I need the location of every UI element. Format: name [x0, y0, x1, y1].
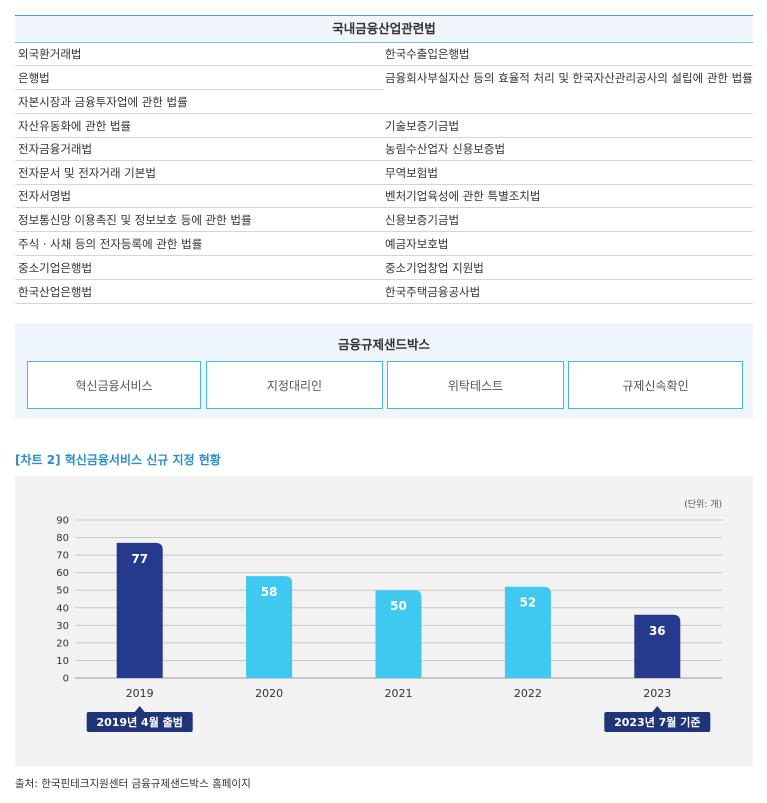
law-item-left: 전자서명법 — [15, 185, 384, 208]
data-label-2019: 77 — [131, 552, 148, 566]
sandbox-item-quick-confirmation: 규제신속확인 — [568, 361, 743, 409]
law-table: 국내금융산업관련법 외국환거래법 은행법 자본시장과 금융투자업에 관한 법률 자산유… — [15, 15, 753, 304]
y-tick-label: 30 — [56, 621, 69, 632]
law-table-body: 외국환거래법 은행법 자본시장과 금융투자업에 관한 법률 자산유동화에 관한 법률 전… — [15, 43, 753, 304]
y-tick-label: 10 — [56, 656, 69, 667]
x-tick-label: 2021 — [385, 687, 413, 700]
bar-2019 — [116, 542, 163, 678]
law-item-right: 기술보증기금법 — [384, 114, 753, 138]
law-item-right: 중소기업창업 지원법 — [384, 256, 753, 280]
sandbox-item-consignment-test: 위탁테스트 — [387, 361, 564, 409]
y-tick-label: 50 — [56, 586, 69, 597]
law-item-left: 한국산업은행법 — [15, 280, 384, 304]
y-tick-label: 90 — [56, 516, 69, 527]
bar-chart: (단위: 개) 0 10 20 30 40 50 60 70 80 90 77 2019 58 2020 50… — [56, 499, 722, 732]
law-item-left: 중소기업은행법 — [15, 256, 384, 280]
law-item-right: 농림수산업자 신용보증법 — [384, 138, 753, 161]
law-item-left: 자본시장과 금융투자업에 관한 법률 — [15, 90, 384, 114]
law-item-left: 외국환거래법 — [15, 43, 384, 66]
source-note: 출처: 한국핀테크지원센터 금융규제샌드박스 홈페이지 — [15, 778, 251, 790]
sandbox-item-designated-agent: 지정대리인 — [206, 361, 383, 409]
annotation-text-2019: 2019년 4월 출범 — [96, 715, 182, 729]
law-item-right: 한국주택금융공사법 — [384, 280, 753, 304]
law-item-right: 무역보험법 — [384, 161, 753, 185]
chart-panel: (단위: 개) 0 10 20 30 40 50 60 70 80 90 77 2019 58 2020 50… — [15, 476, 753, 766]
unit-label: (단위: 개) — [684, 499, 722, 510]
x-tick-label: 2019 — [126, 687, 154, 700]
law-column-left: 외국환거래법 은행법 자본시장과 금융투자업에 관한 법률 자산유동화에 관한 법률 전… — [15, 43, 384, 304]
law-item-left: 전자문서 및 전자거래 기본법 — [15, 161, 384, 185]
y-tick-label: 20 — [56, 638, 69, 649]
sandbox-title: 금융규제샌드박스 — [337, 337, 430, 352]
law-item-left: 전자금융거래법 — [15, 138, 384, 161]
bar-2023 — [634, 614, 681, 678]
annotation-badge-2019 — [86, 712, 193, 732]
annotation-pointer-2023 — [652, 706, 663, 712]
law-table-title: 국내금융산업관련법 — [15, 16, 753, 43]
annotation-pointer-2019 — [134, 706, 145, 712]
bar-2022 — [504, 586, 551, 678]
data-label-2022: 52 — [520, 596, 537, 610]
bar-2021 — [375, 590, 422, 678]
law-item-right: 한국수출입은행법 — [384, 43, 753, 66]
y-tick-label: 60 — [56, 568, 69, 579]
sandbox-item-innovative-service: 혁신금융서비스 — [27, 361, 201, 409]
law-item-right: 신용보증기금법 — [384, 208, 753, 232]
sandbox-panel: 금융규제샌드박스 혁신금융서비스 지정대리인 위탁테스트 규제신속확인 — [15, 323, 753, 419]
chart-caption: [차트 2] 혁신금융서비스 신규 지정 현황 — [15, 453, 221, 467]
law-item-left: 자산유동화에 관한 법률 — [15, 114, 384, 138]
y-tick-label: 40 — [56, 603, 69, 614]
annotation-badge-2023 — [604, 712, 711, 732]
x-tick-label: 2022 — [514, 687, 542, 700]
law-item-left: 정보통신망 이용촉진 및 정보보호 등에 관한 법률 — [15, 208, 384, 232]
y-tick-label: 70 — [56, 551, 69, 562]
law-item-left: 은행법 — [15, 66, 384, 90]
data-label-2020: 58 — [261, 585, 278, 599]
annotation-text-2023: 2023년 7월 기준 — [614, 715, 700, 729]
x-tick-label: 2023 — [643, 687, 671, 700]
data-label-2023: 36 — [649, 624, 666, 638]
law-item-right: 예금자보호법 — [384, 232, 753, 256]
x-tick-label: 2020 — [255, 687, 283, 700]
y-tick-label: 80 — [56, 533, 69, 544]
law-item-left: 주식 · 사채 등의 전자등록에 관한 법률 — [15, 232, 384, 256]
data-label-2021: 50 — [390, 599, 407, 613]
law-item-right: 금융회사부실자산 등의 효율적 처리 및 한국자산관리공사의 설립에 관한 법률 — [384, 66, 753, 114]
y-tick-label: 0 — [63, 674, 69, 685]
bar-2020 — [246, 576, 293, 678]
law-item-right: 벤처기업육성에 관한 특별조치법 — [384, 185, 753, 208]
law-column-right: 한국수출입은행법 금융회사부실자산 등의 효율적 처리 및 한국자산관리공사의 설… — [384, 43, 753, 304]
